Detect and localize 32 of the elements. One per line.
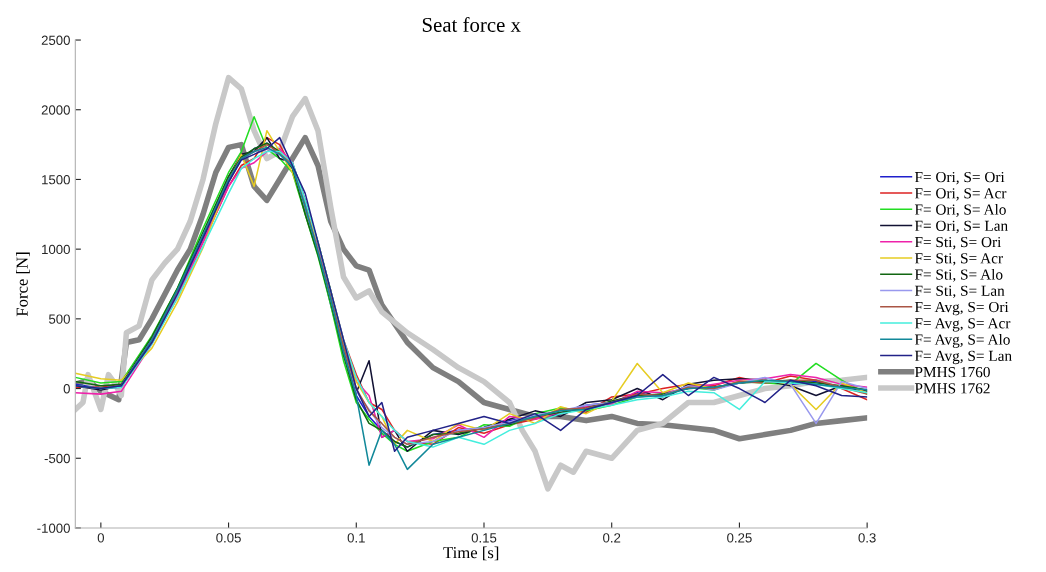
x-tick-label: 0.1 xyxy=(347,533,365,543)
y-axis-title: Force [N] xyxy=(16,252,30,317)
x-axis-title: Time [s] xyxy=(443,546,499,561)
y-tick-label: -500 xyxy=(44,453,70,464)
legend-label: F= Ori, S= Alo xyxy=(914,203,1006,217)
legend-label: F= Sti, S= Alo xyxy=(914,268,1003,282)
legend-label: PMHS 1760 xyxy=(914,366,990,378)
y-tick-label: 2500 xyxy=(41,35,70,45)
legend-label: F= Sti, S= Lan xyxy=(914,285,1005,299)
legend-label: F= Avg, S= Ori xyxy=(914,301,1009,316)
y-tick-label: 1500 xyxy=(42,175,70,185)
x-tick-label: 0.15 xyxy=(471,533,497,543)
x-tick-label: 0.2 xyxy=(603,533,621,543)
legend-label: F= Ori, S= Lan xyxy=(914,220,1008,234)
y-tick-label: 0 xyxy=(63,384,70,394)
chart-title: Seat force x xyxy=(422,17,521,32)
y-tick-label: 1000 xyxy=(42,244,70,255)
legend-label: PMHS 1762 xyxy=(914,383,990,394)
x-tick-label: 0 xyxy=(97,533,105,543)
legend-label: F= Avg, S= Acr xyxy=(914,318,1011,332)
legend-label: F= Ori, S= Ori xyxy=(914,171,1005,185)
x-tick-label: 0.3 xyxy=(858,533,876,543)
legend-label: F= Avg, S= Lan xyxy=(914,350,1012,365)
y-tick-label: 500 xyxy=(48,314,70,324)
y-tick-label: 2000 xyxy=(41,105,70,115)
legend-label: F= Avg, S= Alo xyxy=(914,333,1010,348)
legend-label: F= Sti, S= Ori xyxy=(914,236,1002,250)
legend-label: F= Sti, S= Acr xyxy=(914,253,1003,266)
legend-label: F= Ori, S= Acr xyxy=(914,188,1007,201)
x-tick-label: 0.05 xyxy=(216,533,241,543)
x-tick-label: 0.25 xyxy=(727,533,752,543)
y-tick-label: -1000 xyxy=(37,523,70,533)
